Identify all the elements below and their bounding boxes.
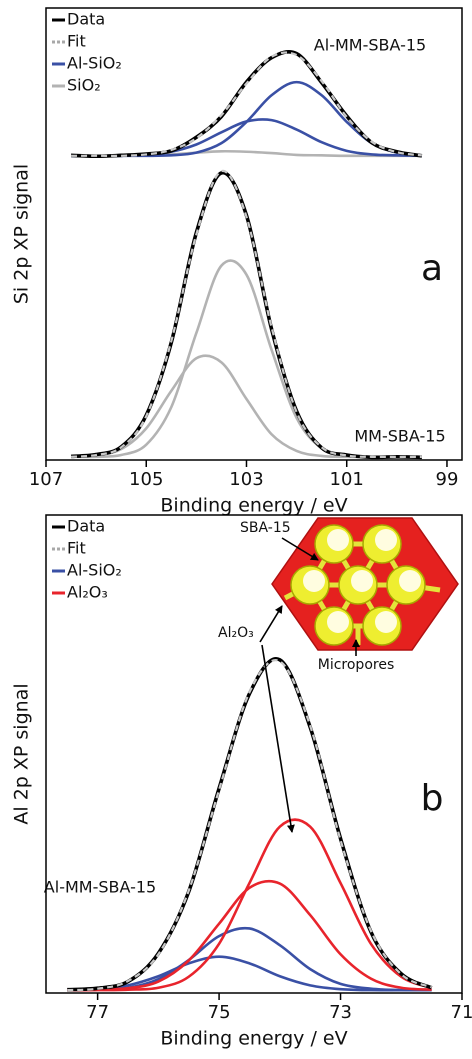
x-tick-label: 101	[330, 469, 364, 490]
component-curve	[67, 879, 432, 992]
legend-label: Fit	[67, 32, 86, 51]
plot-frame	[45, 7, 463, 461]
legend-label: Al-SiO₂	[67, 561, 122, 580]
legend-label: Data	[67, 517, 105, 536]
component-curve	[67, 818, 433, 992]
legend-label: Data	[67, 10, 105, 29]
y-axis-label: Si 2p XP signal	[11, 164, 33, 304]
legend-label: SiO₂	[67, 76, 101, 95]
legend-label: Al₂O₃	[67, 583, 108, 602]
component-curve	[67, 955, 432, 992]
inset-label: Al₂O₃	[218, 625, 254, 641]
x-axis-label: Binding energy / eV	[160, 1028, 347, 1050]
inset-label: SBA-15	[240, 520, 291, 536]
x-tick-label: 105	[129, 469, 163, 490]
legend-label: Fit	[67, 539, 86, 558]
inset-arrows	[259, 537, 360, 833]
plot-frame	[45, 514, 463, 994]
x-tick-label: 99	[436, 469, 459, 490]
panel-label: a	[421, 248, 443, 289]
x-tick-label: 77	[86, 1002, 109, 1023]
spectrum-label: Al-MM-SBA-15	[44, 878, 156, 897]
x-tick-label: 107	[29, 469, 63, 490]
data-curve	[67, 657, 433, 992]
x-tick-label: 73	[329, 1002, 352, 1023]
component-curve	[71, 118, 422, 158]
x-axis-label: Binding energy / eV	[160, 495, 347, 517]
inset-illustration: SBA-15 Al₂O₃ Micropores	[218, 517, 459, 833]
x-tick-label: 71	[451, 1002, 472, 1023]
fit-curve	[70, 170, 422, 459]
fit-curve	[67, 659, 433, 992]
fit-curve	[71, 51, 423, 158]
inset-label: Micropores	[318, 657, 395, 673]
spectrum-label: MM-SBA-15	[354, 427, 445, 446]
x-tick-label: 103	[229, 469, 263, 490]
x-tick-label: 75	[208, 1002, 231, 1023]
y-axis-label: Al 2p XP signal	[11, 683, 33, 824]
component-curve	[71, 80, 423, 158]
panel-label: b	[421, 778, 444, 819]
data-curve	[70, 50, 423, 159]
inset-pores	[290, 524, 426, 646]
spectrum-label: Al-MM-SBA-15	[314, 36, 426, 55]
legend-label: Al-SiO₂	[67, 54, 122, 73]
